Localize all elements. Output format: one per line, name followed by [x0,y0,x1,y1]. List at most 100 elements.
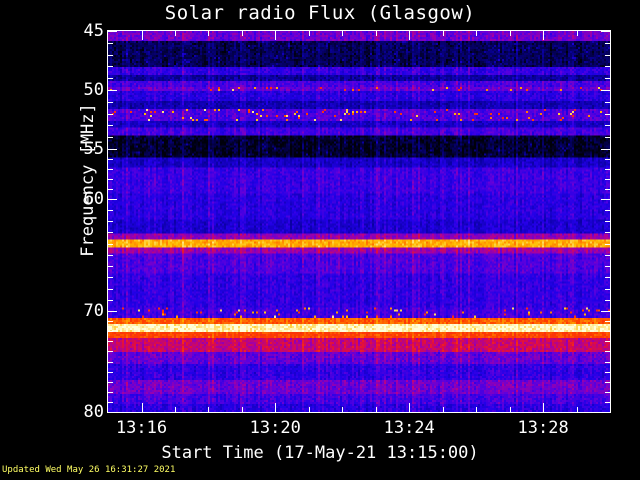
y-axis-minor-tick [108,331,113,332]
y-axis-tick [108,90,117,91]
x-axis-minor-tick [175,407,176,412]
y-axis-tick [108,412,117,413]
x-axis-minor-tick [175,31,176,36]
x-tick-label: 13:20 [249,418,301,438]
y-axis-minor-tick [108,300,113,301]
y-axis-minor-tick [108,221,113,222]
x-axis-minor-tick [309,31,310,36]
x-axis-tick [543,31,544,40]
y-axis-minor-tick [108,402,113,403]
y-axis-minor-tick [605,221,610,222]
x-axis-minor-tick [577,31,578,36]
y-axis-minor-tick [108,137,113,138]
y-tick-label: 80 [83,402,104,422]
y-axis-minor-tick [605,382,610,383]
y-axis-minor-tick [605,210,610,211]
y-axis-minor-tick [108,159,113,160]
y-tick-label: 70 [83,301,104,322]
y-axis-minor-tick [605,114,610,115]
y-axis-minor-tick [605,341,610,342]
y-axis-minor-tick [108,244,113,245]
x-axis-tick [142,31,143,40]
y-axis-minor-tick [605,321,610,322]
x-tick-label: 13:16 [115,418,168,438]
y-axis-minor-tick [605,102,610,103]
y-tick-label: 55 [83,139,104,160]
y-axis-tick [108,149,117,150]
x-axis-minor-tick [242,407,243,412]
y-axis-minor-tick [108,169,113,170]
y-axis-tick [108,31,117,32]
x-axis-minor-tick [208,31,209,36]
y-tick-label: 50 [83,80,104,101]
y-axis-minor-tick [605,125,610,126]
spectrogram-image [108,31,610,412]
x-axis-minor-tick [443,407,444,412]
y-axis-minor-tick [605,137,610,138]
x-axis-tick [275,403,276,412]
y-axis-minor-tick [108,351,113,352]
x-axis-label: Start Time (17-May-21 13:15:00) [161,443,479,463]
x-axis-minor-tick [242,31,243,36]
x-axis-minor-tick [208,407,209,412]
y-axis-tick [601,199,610,200]
y-axis-minor-tick [108,392,113,393]
y-axis-minor-tick [605,300,610,301]
y-axis-tick [108,311,117,312]
x-axis-minor-tick [376,31,377,36]
y-axis-minor-tick [108,255,113,256]
y-axis-minor-tick [605,362,610,363]
x-axis-tick [275,31,276,40]
y-axis-minor-tick [108,179,113,180]
x-axis-minor-tick [376,407,377,412]
y-axis-minor-tick [108,102,113,103]
y-axis-minor-tick [108,43,113,44]
y-axis-minor-tick [108,78,113,79]
y-axis-tick [601,311,610,312]
y-axis-minor-tick [108,55,113,56]
x-axis-minor-tick [476,31,477,36]
y-axis-minor-tick [605,43,610,44]
y-axis-minor-tick [605,159,610,160]
y-axis-minor-tick [108,289,113,290]
y-axis-minor-tick [108,362,113,363]
x-axis-minor-tick [510,31,511,36]
y-axis-minor-tick [605,372,610,373]
y-axis-minor-tick [108,341,113,342]
y-axis-minor-tick [108,266,113,267]
y-axis-tick [601,90,610,91]
x-axis-minor-tick [476,407,477,412]
x-axis-tick [409,403,410,412]
x-axis-tick [409,31,410,40]
y-axis-minor-tick [108,189,113,190]
x-tick-label: 13:28 [517,418,569,438]
y-axis-minor-tick [108,372,113,373]
y-axis-minor-tick [605,255,610,256]
x-axis-minor-tick [342,31,343,36]
y-axis-minor-tick [605,179,610,180]
y-axis-minor-tick [108,210,113,211]
x-tick-label: 13:24 [383,418,435,438]
y-axis-minor-tick [108,114,113,115]
y-axis-minor-tick [605,402,610,403]
x-axis-minor-tick [443,31,444,36]
page-title: Solar radio Flux (Glasgow) [164,2,476,24]
x-axis-minor-tick [342,407,343,412]
x-axis-minor-tick [309,407,310,412]
x-axis-tick [543,403,544,412]
x-axis-minor-tick [577,407,578,412]
y-axis-tick [601,412,610,413]
y-axis-minor-tick [605,277,610,278]
y-axis-minor-tick [605,392,610,393]
y-axis-tick [601,149,610,150]
y-axis-minor-tick [605,331,610,332]
y-axis-minor-tick [108,232,113,233]
y-axis-label: Frequency [MHz] [78,103,98,257]
y-axis-minor-tick [605,289,610,290]
y-axis-minor-tick [108,66,113,67]
x-axis-tick [142,403,143,412]
y-tick-label: 45 [83,21,104,41]
spectrogram-plot-area[interactable] [108,31,610,412]
y-axis-tick [108,199,117,200]
